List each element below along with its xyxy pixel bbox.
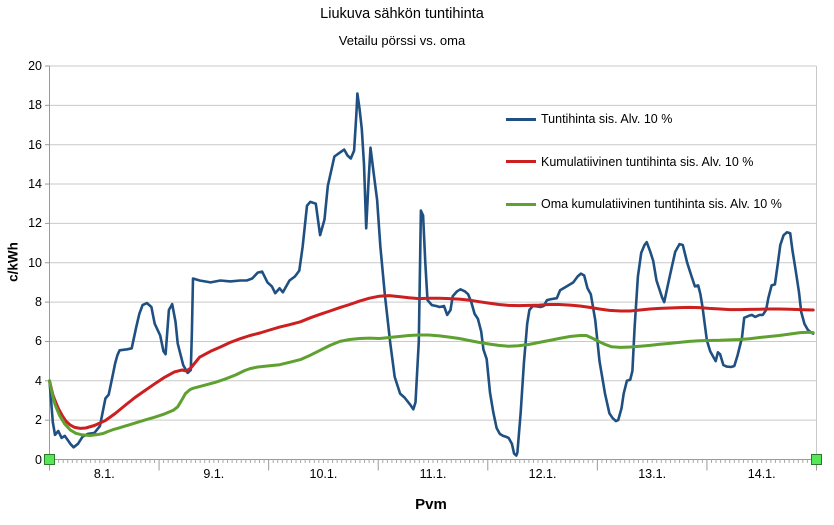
x-tick-label-91: 9.1.	[203, 467, 225, 481]
x-tick-label-111: 11.1.	[419, 467, 447, 481]
y-tick-label-18: 18	[28, 98, 42, 113]
x-tick-label-121: 12.1.	[528, 467, 557, 481]
y-tick-label-16: 16	[28, 137, 42, 152]
chart-handle-bottom-right[interactable]	[811, 454, 822, 465]
y-tick-label-6: 6	[35, 334, 42, 349]
x-tick-label-101: 10.1.	[309, 467, 338, 481]
y-tick-label-0: 0	[35, 452, 42, 467]
x-tick-label-141: 14.1.	[747, 467, 776, 481]
legend-label: Kumulatiivinen tuntihinta sis. Alv. 10 %	[541, 154, 754, 169]
y-tick-label-14: 14	[28, 177, 42, 192]
legend-item-kumulatiivinen: Kumulatiivinen tuntihinta sis. Alv. 10 %	[506, 141, 782, 184]
legend-label: Oma kumulatiivinen tuntihinta sis. Alv. …	[541, 197, 782, 212]
y-tick-label-2: 2	[35, 413, 42, 428]
series-line-2[interactable]	[48, 330, 815, 437]
y-tick-label-12: 12	[28, 216, 42, 231]
x-tick-label-131: 13.1.	[638, 467, 667, 481]
y-tick-label-8: 8	[35, 295, 42, 310]
chart-handle-bottom-left[interactable]	[44, 454, 55, 465]
legend-line-swatch-red	[506, 160, 536, 164]
chart-legend: Tuntihinta sis. Alv. 10 % Kumulatiivinen…	[506, 98, 782, 226]
chart-title: Liukuva sähkön tuntihinta	[320, 6, 484, 22]
x-axis-title: Pvm	[415, 496, 447, 513]
legend-label: Tuntihinta sis. Alv. 10 %	[541, 112, 673, 127]
legend-line-swatch-blue	[506, 117, 536, 121]
y-tick-label-4: 4	[35, 373, 42, 388]
y-tick-label-20: 20	[28, 59, 42, 73]
legend-item-tuntihinta: Tuntihinta sis. Alv. 10 %	[506, 98, 782, 141]
legend-line-swatch-green	[506, 202, 536, 206]
legend-item-oma-kumulatiivinen: Oma kumulatiivinen tuntihinta sis. Alv. …	[506, 183, 782, 226]
series-line-0[interactable]	[48, 92, 815, 457]
y-tick-label-10: 10	[28, 255, 42, 270]
x-tick-label-81: 8.1.	[93, 467, 115, 481]
chart-subtitle: Vetailu pörssi vs. oma	[338, 33, 466, 48]
series-line-1[interactable]	[48, 294, 815, 430]
